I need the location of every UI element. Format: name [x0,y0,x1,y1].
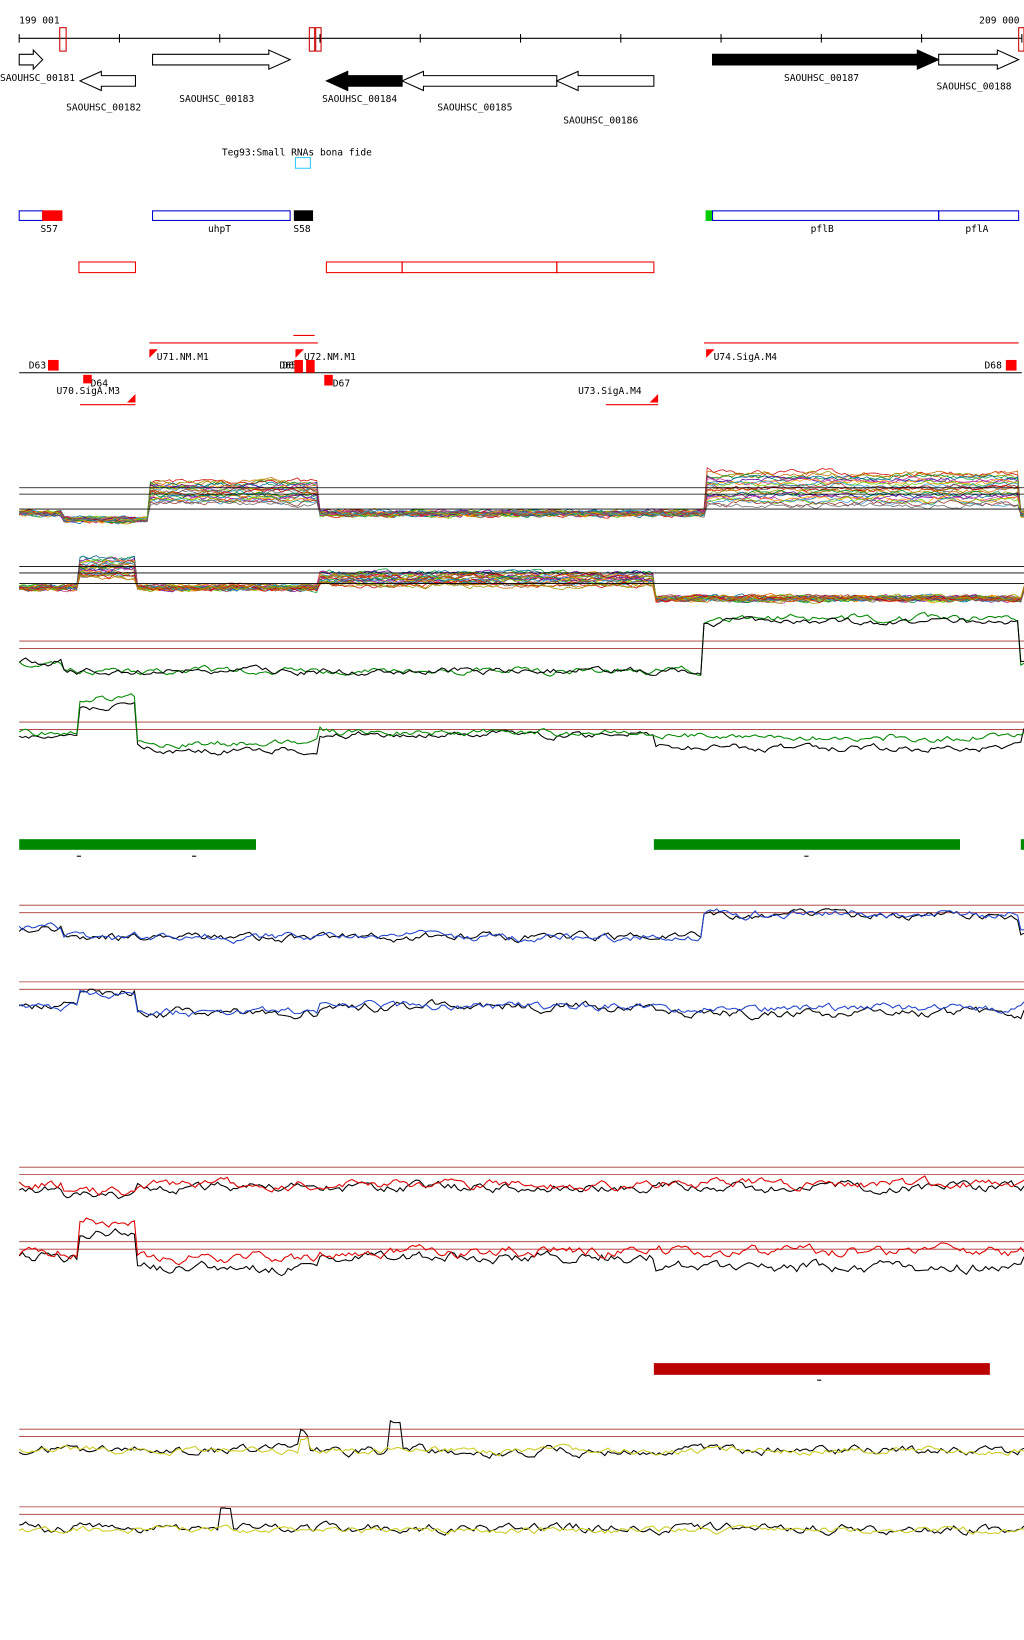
signal-trace [18,1436,1024,1457]
feature-box [293,210,314,221]
signal-trace [18,1228,1024,1277]
feature-label: pflB [811,224,834,235]
ruler-mark [59,27,67,52]
signal-trace [18,496,1024,522]
gene-arrow [938,49,1020,71]
signal-trace [18,908,1024,944]
signal-trace [19,499,1024,524]
track-label: Teg93:Small RNAs bona fide [222,147,372,158]
feature-label: pflA [965,224,988,235]
site-label: U73.SigA.M4 [578,386,642,397]
gene-label: SAOUHSC_00182 [66,103,141,114]
gene-arrow [325,70,403,92]
feature-box [18,210,44,221]
signal-trace [18,611,1024,677]
signal-trace [19,561,1024,602]
region-bar [19,839,257,850]
ruler-mark [308,27,316,52]
feature-label: S58 [293,224,311,235]
site-label: D66 [283,360,301,371]
site-mark [324,374,333,386]
site-flag [126,394,136,403]
operon-box [325,261,403,274]
gene-label: SAOUHSC_00183 [179,94,254,105]
signal-trace [19,988,1024,1021]
region-bar [653,839,960,850]
site-label: D63 [29,360,47,371]
signal-trace [18,616,1024,677]
signal-trace [18,908,1024,945]
gene-label: SAOUHSC_00184 [322,94,397,105]
site-label: U72.NM.M1 [304,352,356,363]
gene-arrow [152,49,292,71]
gene-arrow [400,70,558,92]
feature-label: S57 [41,224,59,235]
signal-trace [19,489,1024,524]
site-label: D68 [985,360,1003,371]
signal-trace [18,1524,1024,1535]
site-label: D65 [279,360,296,371]
operon-box [78,261,136,274]
gene-label: SAOUHSC_00185 [437,103,512,114]
gene-arrow [18,48,44,71]
site-label: U74.SigA.M4 [714,352,778,363]
feature-box [152,210,291,221]
signal-trace [19,484,1024,524]
ruler-mark [1018,27,1024,52]
ruler-start: 199 001 [19,15,60,26]
region-bar [653,1363,990,1375]
signal-trace [19,572,1024,603]
signal-trace [18,1419,1024,1460]
site-mark [48,359,59,371]
signal-trace [18,1175,1024,1196]
site-mark [1005,359,1017,371]
signal-trace [19,573,1024,604]
gene-arrow [712,49,940,71]
gene-arrow [555,70,655,92]
signal-trace [19,701,1024,756]
site-label: U71.NM.M1 [157,352,209,363]
gene-label: SAOUHSC_00188 [937,81,1012,92]
signal-trace [19,560,1024,603]
region-bar [1020,839,1024,850]
site-label: U70.SigA.M3 [57,386,121,397]
gene-label: SAOUHSC_00186 [563,116,638,127]
gene-label: SAOUHSC_00187 [784,73,859,84]
feature-box [42,210,63,221]
site-flag [649,394,659,403]
site-flag [295,349,304,358]
ruler-end: 209 000 [979,15,1020,26]
signal-trace [18,1217,1024,1266]
feature-box [705,210,714,221]
signal-trace [18,693,1024,750]
site-label: D67 [333,379,351,390]
layout: 199 001 209 000 SAOUHSC_00181 SAOUHSC_00… [0,15,1022,397]
signal-trace [18,989,1024,1018]
feature-box [938,210,1020,221]
signal-trace [18,499,1024,522]
gene-arrow [78,70,136,92]
operon-box [556,261,655,274]
ruler-mark [315,27,322,52]
site-mark [83,374,92,384]
site-label: D64 [91,379,109,390]
feature-box [712,210,940,221]
site-mark [294,359,303,373]
feature-label: uhpT [208,224,231,235]
gene-label: SAOUHSC_00181 [0,73,75,84]
signal-trace [19,574,1024,603]
signal-trace [19,494,1024,524]
srna-box [294,157,311,169]
operon-box [401,261,558,274]
signal-trace [18,1179,1024,1200]
site-mark [306,359,315,373]
